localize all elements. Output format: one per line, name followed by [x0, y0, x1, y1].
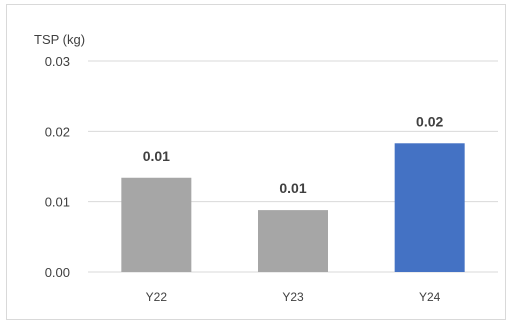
bar-y24 [394, 143, 465, 272]
data-label-y22: 0.01 [143, 148, 170, 164]
category-label-y22: Y22 [146, 290, 168, 304]
y-tick-labels: 0.00 0.01 0.02 0.03 [45, 54, 70, 280]
category-label-y23: Y23 [282, 290, 304, 304]
y-axis-title: TSP (kg) [34, 32, 85, 47]
category-label-y24: Y24 [419, 290, 441, 304]
y-tick-label-2: 0.02 [45, 124, 70, 139]
category-labels: Y22 Y23 Y24 [146, 290, 441, 304]
y-tick-label-1: 0.01 [45, 195, 70, 210]
data-label-y24: 0.02 [416, 113, 443, 129]
data-labels: 0.01 0.01 0.02 [143, 113, 444, 196]
bars [121, 143, 465, 272]
y-tick-label-0: 0.00 [45, 265, 70, 280]
y-tick-label-3: 0.03 [45, 54, 70, 69]
bar-y22 [121, 177, 192, 272]
bar-y23 [258, 210, 328, 272]
data-label-y23: 0.01 [279, 180, 306, 196]
